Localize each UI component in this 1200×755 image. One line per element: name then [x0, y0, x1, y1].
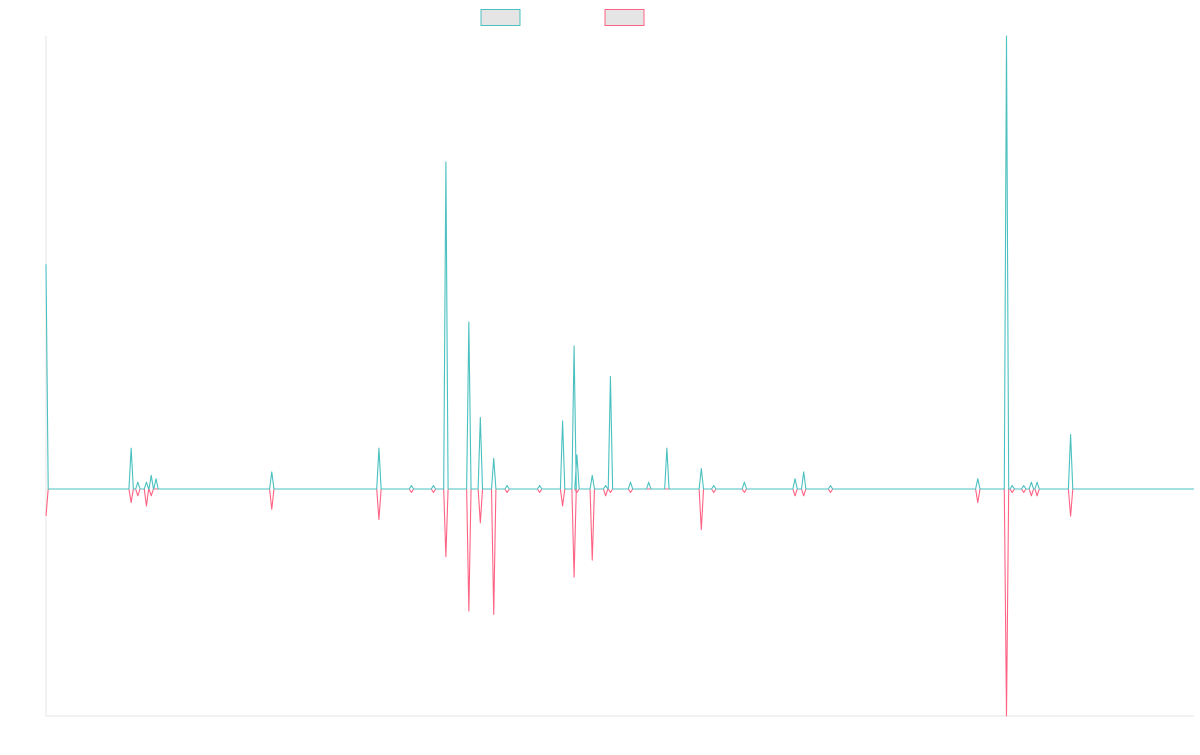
legend — [480, 9, 645, 26]
legend-swatch-up[interactable] — [480, 9, 521, 26]
series-layer — [45, 35, 1194, 717]
series-line-down — [45, 488, 1194, 717]
legend-swatch-down[interactable] — [604, 9, 645, 26]
axes — [45, 36, 1194, 717]
series-line-up — [45, 35, 1194, 490]
